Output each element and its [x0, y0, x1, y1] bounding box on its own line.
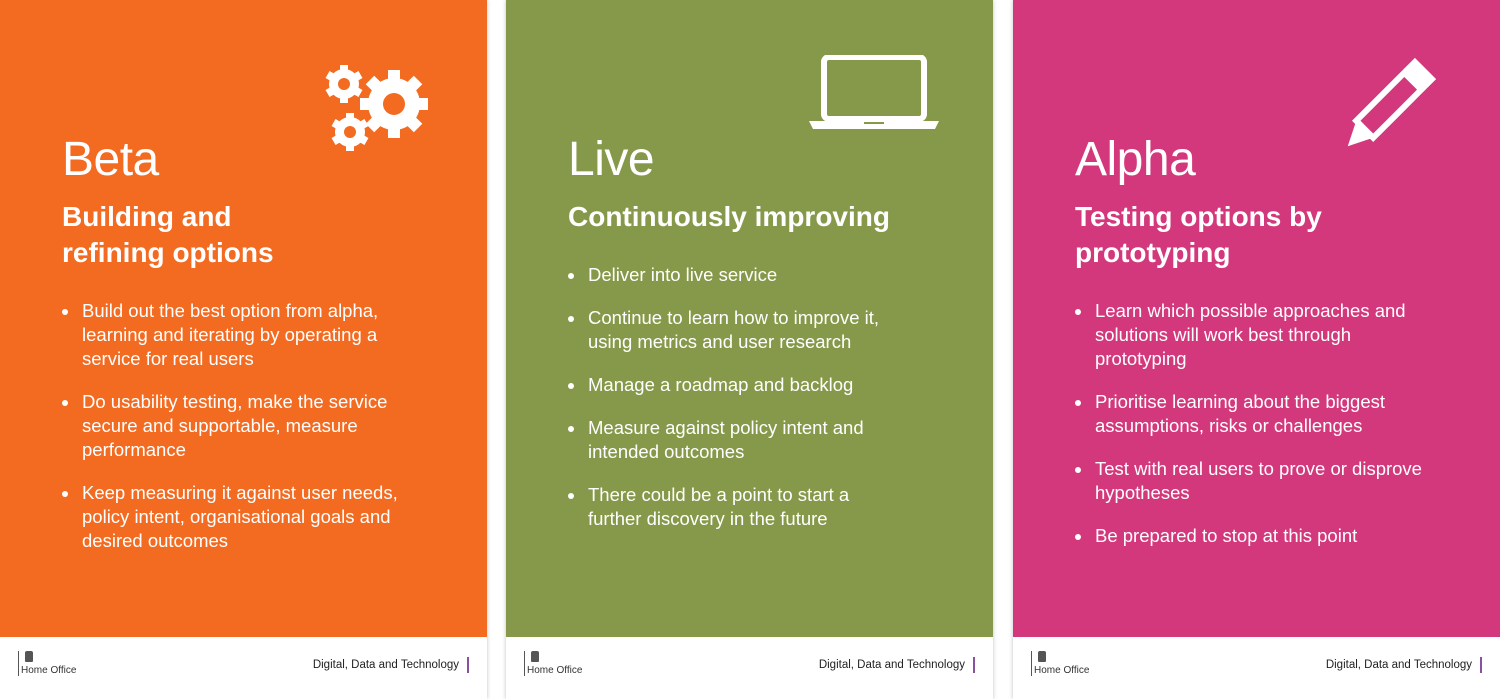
- bullet-item: Build out the best option from alpha, le…: [80, 299, 415, 371]
- poster-subtitle: Testing options by prototyping: [1075, 201, 1322, 268]
- footer-text: Digital, Data and Technology: [313, 657, 469, 673]
- bullet-item: Be prepared to stop at this point: [1093, 524, 1438, 548]
- bullet-item: Deliver into live service: [586, 263, 906, 287]
- poster: Alpha Testing options by prototyping Learn…: [1013, 0, 1500, 699]
- bullet-item: Keep measuring it against user needs, po…: [80, 481, 415, 553]
- poster-icon: [1343, 55, 1443, 152]
- footer-org: Home Office: [524, 651, 582, 676]
- poster-content: Live Continuously improving Deliver into l…: [568, 132, 928, 550]
- poster-subtitle: Continuously improving: [568, 201, 890, 232]
- footer-text: Digital, Data and Technology: [819, 657, 975, 673]
- bullet-item: Prioritise learning about the biggest as…: [1093, 390, 1438, 438]
- bullet-item: Test with real users to prove or disprov…: [1093, 457, 1438, 505]
- bullet-item: Manage a roadmap and backlog: [586, 373, 906, 397]
- poster-body: Beta Building and refining options Build o…: [0, 0, 487, 637]
- poster-title: Live: [568, 133, 655, 186]
- poster-content: Beta Building and refining options Build o…: [62, 132, 415, 572]
- bullet-list: Deliver into live service Continue to lea…: [568, 263, 906, 531]
- poster-footer: Home Office Digital, Data and Technology: [506, 637, 993, 699]
- footer-org: Home Office: [18, 651, 76, 676]
- poster-title: Beta: [62, 133, 159, 186]
- footer-org: Home Office: [1031, 651, 1089, 676]
- bullet-item: Learn which possible approaches and solu…: [1093, 299, 1438, 371]
- poster-footer: Home Office Digital, Data and Technology: [0, 637, 487, 699]
- icon: [1347, 57, 1437, 147]
- bullet-item: Do usability testing, make the service s…: [80, 390, 415, 462]
- poster-body: Alpha Testing options by prototyping Learn…: [1013, 0, 1500, 637]
- poster-content: Alpha Testing options by prototyping Learn…: [1075, 132, 1438, 567]
- icon: [809, 54, 939, 129]
- poster-footer: Home Office Digital, Data and Technology: [1013, 637, 1500, 699]
- poster-body: Live Continuously improving Deliver into l…: [506, 0, 993, 637]
- bullet-item: Measure against policy intent and intend…: [586, 416, 906, 464]
- bullet-item: There could be a point to start a furthe…: [586, 483, 906, 531]
- footer-text: Digital, Data and Technology: [1326, 657, 1482, 673]
- poster-icon: [322, 62, 437, 162]
- poster-title: Alpha: [1075, 133, 1196, 186]
- poster-icon: [809, 54, 941, 136]
- poster: Beta Building and refining options Build o…: [0, 0, 487, 699]
- crest: [531, 651, 539, 662]
- crest: [1038, 651, 1046, 662]
- bullet-list: Build out the best option from alpha, le…: [62, 299, 415, 553]
- crest: [25, 651, 33, 662]
- poster: Live Continuously improving Deliver into l…: [506, 0, 993, 699]
- bullet-item: Continue to learn how to improve it, usi…: [586, 306, 906, 354]
- poster-subtitle: Building and refining options: [62, 201, 274, 268]
- bullet-list: Learn which possible approaches and solu…: [1075, 299, 1438, 548]
- icon: [325, 65, 428, 151]
